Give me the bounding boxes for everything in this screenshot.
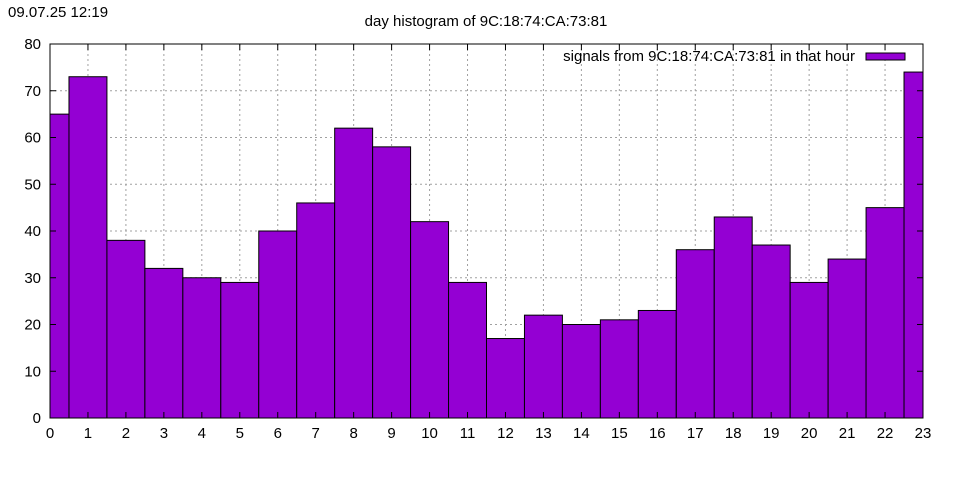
x-tick-label: 14 bbox=[573, 425, 590, 442]
timestamp: 09.07.25 12:19 bbox=[8, 4, 109, 21]
x-tick-label: 4 bbox=[198, 425, 206, 442]
bar-hour-6 bbox=[258, 230, 298, 419]
x-tick-label: 23 bbox=[915, 425, 932, 442]
bar-hour-4 bbox=[182, 277, 222, 419]
x-tick-label: 2 bbox=[122, 425, 130, 442]
y-tick-label: 40 bbox=[24, 223, 41, 240]
bar-hour-5 bbox=[220, 281, 260, 419]
bar-hour-23 bbox=[903, 71, 924, 419]
bar-hour-1 bbox=[68, 76, 108, 419]
chart-title: day histogram of 9C:18:74:CA:73:81 bbox=[365, 13, 608, 30]
y-tick-label: 60 bbox=[24, 130, 41, 147]
x-tick-label: 10 bbox=[421, 425, 438, 442]
bar-hour-0 bbox=[49, 113, 70, 419]
x-tick-label: 9 bbox=[387, 425, 395, 442]
bar-hour-13 bbox=[523, 314, 563, 419]
y-tick-label: 30 bbox=[24, 270, 41, 287]
bar-hour-16 bbox=[637, 309, 677, 419]
x-tick-label: 13 bbox=[535, 425, 552, 442]
x-tick-label: 3 bbox=[160, 425, 168, 442]
legend-label: signals from 9C:18:74:CA:73:81 in that h… bbox=[563, 48, 855, 65]
x-tick-label: 20 bbox=[801, 425, 818, 442]
x-tick-label: 15 bbox=[611, 425, 628, 442]
x-tick-label: 21 bbox=[839, 425, 856, 442]
x-tick-label: 6 bbox=[274, 425, 282, 442]
x-tick-label: 1 bbox=[84, 425, 92, 442]
y-tick-label: 70 bbox=[24, 83, 41, 100]
bar-hour-18 bbox=[713, 216, 753, 419]
bar-hour-12 bbox=[486, 338, 525, 419]
bar-hour-2 bbox=[106, 239, 146, 419]
bar-hour-11 bbox=[448, 281, 488, 419]
x-tick-label: 19 bbox=[763, 425, 780, 442]
bar-hour-7 bbox=[296, 202, 336, 419]
x-tick-label: 7 bbox=[312, 425, 320, 442]
bar-hour-21 bbox=[827, 258, 867, 419]
y-tick-label: 20 bbox=[24, 317, 41, 334]
bar-hour-14 bbox=[561, 324, 601, 419]
x-tick-label: 18 bbox=[725, 425, 742, 442]
bar-hour-17 bbox=[675, 249, 715, 419]
bar-hour-19 bbox=[751, 244, 791, 419]
x-tick-label: 16 bbox=[649, 425, 666, 442]
x-tick-label: 11 bbox=[460, 425, 476, 442]
x-tick-label: 5 bbox=[236, 425, 244, 442]
x-tick-label: 0 bbox=[46, 425, 54, 442]
bar-hour-15 bbox=[599, 319, 639, 419]
legend-swatch bbox=[865, 52, 906, 61]
x-tick-label: 22 bbox=[877, 425, 894, 442]
bar-hour-3 bbox=[144, 267, 184, 419]
x-tick-label: 17 bbox=[687, 425, 704, 442]
y-tick-label: 10 bbox=[24, 363, 41, 380]
bar-hour-22 bbox=[865, 207, 905, 419]
bar-hour-9 bbox=[372, 146, 412, 419]
x-tick-label: 8 bbox=[349, 425, 357, 442]
x-tick-label: 12 bbox=[497, 425, 514, 442]
y-tick-label: 80 bbox=[24, 36, 41, 53]
bar-hour-8 bbox=[334, 127, 374, 419]
bar-hour-10 bbox=[410, 221, 450, 419]
y-tick-label: 50 bbox=[24, 176, 41, 193]
y-tick-label: 0 bbox=[33, 410, 41, 427]
bar-hour-20 bbox=[789, 281, 829, 419]
